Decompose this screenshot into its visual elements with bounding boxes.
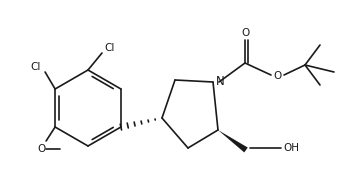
Text: Cl: Cl (105, 43, 115, 53)
Polygon shape (218, 130, 248, 152)
Text: Cl: Cl (30, 62, 40, 72)
Text: N: N (215, 74, 224, 87)
Text: O: O (242, 28, 250, 38)
Text: OH: OH (283, 143, 299, 153)
Text: O: O (274, 71, 282, 81)
Text: O: O (37, 144, 45, 154)
